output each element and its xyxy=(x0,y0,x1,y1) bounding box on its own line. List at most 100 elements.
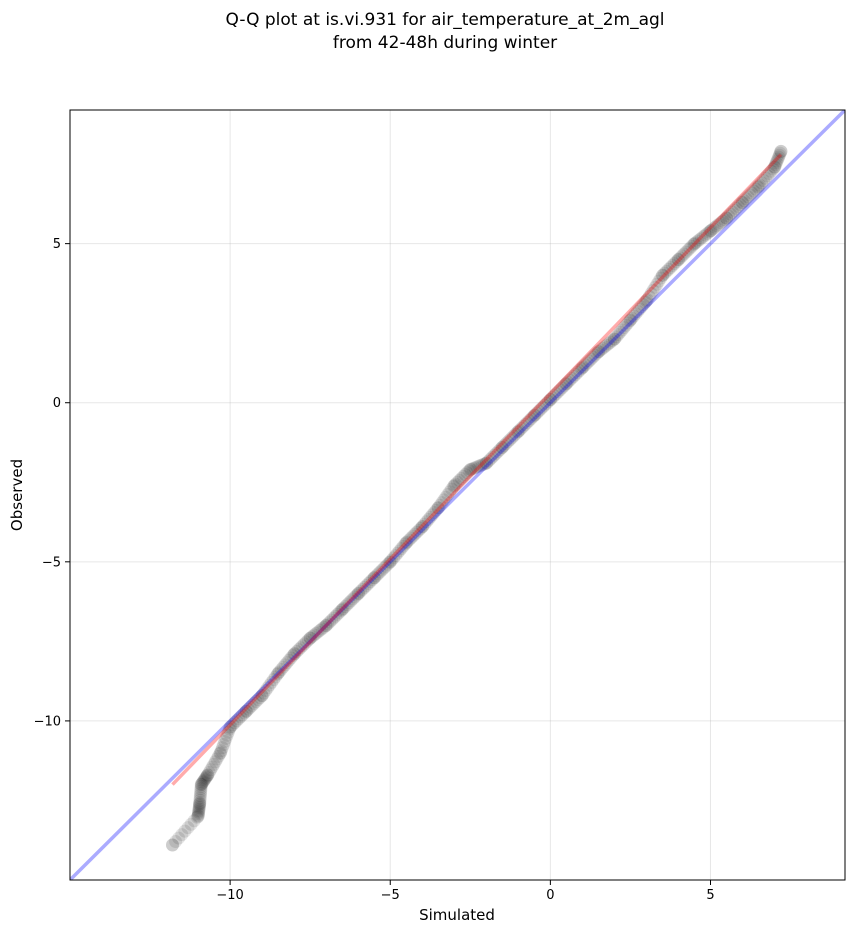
qq-point xyxy=(330,607,344,621)
qq-point xyxy=(305,630,319,644)
qq-point xyxy=(447,478,461,492)
qq-point xyxy=(634,300,648,314)
qq-point xyxy=(373,565,387,579)
qq-point xyxy=(639,294,653,308)
qq-point xyxy=(290,645,304,659)
qq-point xyxy=(718,213,732,227)
qq-point xyxy=(215,741,229,755)
qq-point xyxy=(286,649,300,663)
qq-point xyxy=(623,314,637,328)
qq-point xyxy=(540,396,554,410)
qq-point xyxy=(495,440,509,454)
qq-point xyxy=(611,328,625,342)
qq-point xyxy=(574,362,588,376)
qq-point xyxy=(625,311,639,325)
qq-point xyxy=(311,625,325,639)
qq-point xyxy=(607,332,621,346)
qq-point xyxy=(700,226,714,240)
qq-point xyxy=(716,214,730,228)
qq-point xyxy=(607,332,621,346)
qq-point xyxy=(675,249,689,263)
qq-point xyxy=(648,280,662,294)
qq-point xyxy=(458,468,472,482)
qq-point xyxy=(683,241,697,255)
qq-point xyxy=(272,665,286,679)
qq-point xyxy=(165,838,179,852)
qq-point xyxy=(208,755,222,769)
fit-line xyxy=(171,153,783,786)
qq-point xyxy=(276,660,290,674)
qq-point xyxy=(543,393,557,407)
qq-point xyxy=(497,439,511,453)
qq-point xyxy=(511,424,525,438)
qq-point xyxy=(367,571,381,585)
qq-point xyxy=(507,429,521,443)
qq-point xyxy=(464,462,478,476)
qq-point xyxy=(335,603,349,617)
qq-point xyxy=(594,343,608,357)
qq-point xyxy=(214,744,228,758)
qq-point xyxy=(367,571,381,585)
qq-point xyxy=(549,387,563,401)
qq-point xyxy=(352,586,366,600)
y-tick-label: 0 xyxy=(53,396,61,411)
qq-point xyxy=(217,738,231,752)
qq-point xyxy=(590,346,604,360)
qq-point xyxy=(190,810,204,824)
qq-point xyxy=(431,501,445,515)
qq-point xyxy=(541,394,555,408)
qq-point xyxy=(334,603,348,617)
qq-point xyxy=(725,205,739,219)
qq-point xyxy=(394,542,408,556)
qq-point xyxy=(449,477,463,491)
scatter-points xyxy=(165,144,788,852)
qq-point xyxy=(729,201,743,215)
qq-point xyxy=(489,446,503,460)
qq-point xyxy=(192,799,206,813)
qq-point xyxy=(452,473,466,487)
qq-point xyxy=(770,154,784,168)
qq-point xyxy=(388,549,402,563)
qq-point xyxy=(576,360,590,374)
qq-point xyxy=(243,700,257,714)
qq-point xyxy=(192,804,206,818)
qq-point xyxy=(191,808,205,822)
qq-point xyxy=(545,391,559,405)
qq-point xyxy=(350,588,364,602)
qq-point xyxy=(205,760,219,774)
qq-point xyxy=(584,352,598,366)
qq-point xyxy=(662,262,676,276)
qq-point xyxy=(201,768,215,782)
qq-point xyxy=(191,809,205,823)
qq-point xyxy=(559,377,573,391)
qq-point xyxy=(375,563,389,577)
qq-point xyxy=(480,456,494,470)
qq-point xyxy=(652,274,666,288)
qq-point xyxy=(591,345,605,359)
qq-point xyxy=(445,482,459,496)
qq-point xyxy=(722,209,736,223)
qq-point xyxy=(481,454,495,468)
qq-point xyxy=(222,722,236,736)
qq-point xyxy=(381,557,395,571)
qq-point xyxy=(663,260,677,274)
x-axis: −10 −5 0 5 xyxy=(216,880,715,903)
qq-point xyxy=(749,182,763,196)
qq-point xyxy=(230,714,244,728)
qq-point xyxy=(399,536,413,550)
qq-point xyxy=(462,464,476,478)
qq-point xyxy=(617,321,631,335)
qq-point xyxy=(406,529,420,543)
qq-point xyxy=(429,503,443,517)
qq-point xyxy=(371,567,385,581)
qq-point xyxy=(720,211,734,225)
qq-point xyxy=(472,459,486,473)
y-tick-label: −10 xyxy=(34,714,61,729)
qq-point xyxy=(282,653,296,667)
qq-point xyxy=(644,286,658,300)
qq-point xyxy=(524,412,538,426)
qq-point xyxy=(694,231,708,245)
qq-point xyxy=(169,835,183,849)
y-axis-label: Observed xyxy=(8,459,26,531)
qq-point xyxy=(582,354,596,368)
